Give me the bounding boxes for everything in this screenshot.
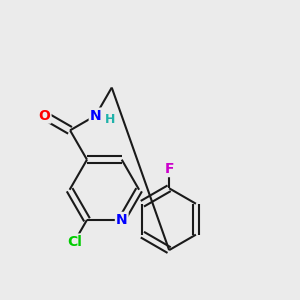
Text: Cl: Cl [67,235,82,248]
Text: F: F [164,162,174,176]
Text: H: H [104,112,115,126]
Text: N: N [90,109,101,123]
Text: N: N [116,213,127,227]
Text: O: O [39,109,50,123]
